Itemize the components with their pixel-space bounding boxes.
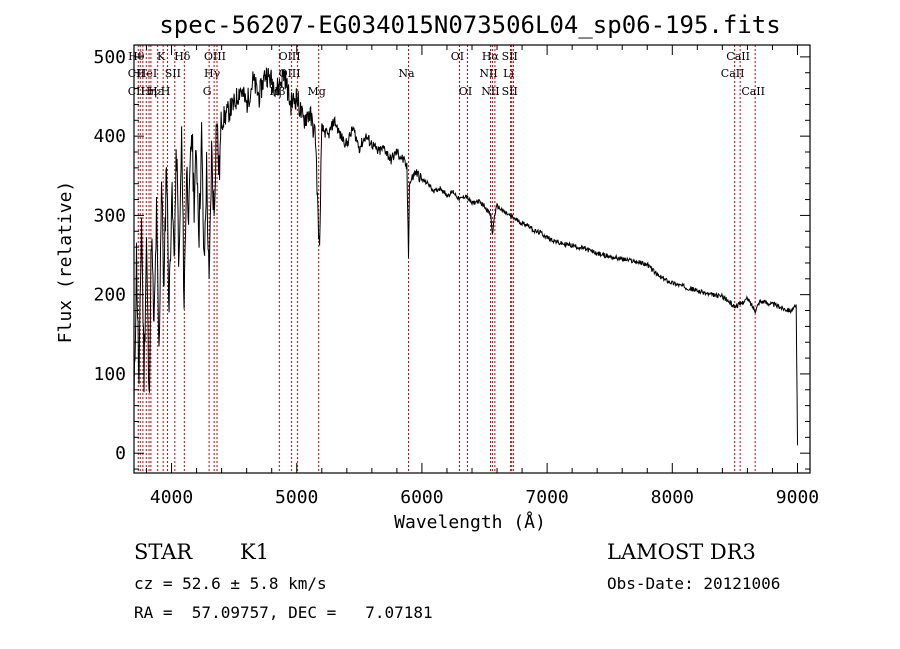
spectral-line-label: OI	[451, 50, 464, 63]
y-tick-label: 0	[115, 443, 126, 464]
x-tick-label: 9000	[776, 487, 819, 508]
spectral-line-label: NII	[481, 85, 499, 98]
spectral-line-label: Hδ	[174, 50, 191, 63]
redshift-cz: cz = 52.6 ± 5.8 km/s	[134, 574, 327, 593]
x-tick-label: 5000	[275, 487, 318, 508]
ra-dec-coordinates: RA = 57.09757, DEC = 7.07181	[134, 603, 433, 622]
y-tick-label: 100	[93, 364, 126, 385]
spectral-line-label: Hη	[141, 85, 157, 98]
spectral-line-label: CaII	[741, 85, 765, 98]
flux-series-line	[133, 67, 798, 446]
spectral-line-label: Li	[503, 67, 514, 80]
spectral-line-label: CaII	[721, 67, 745, 80]
x-tick-label: 8000	[651, 487, 694, 508]
spectral-line-label: NII	[479, 67, 497, 80]
y-axis-label: Flux (relative)	[55, 181, 76, 344]
x-tick-label: 4000	[150, 487, 193, 508]
object-class: STAR	[134, 540, 193, 564]
y-tick-label: 500	[93, 47, 126, 68]
spectral-line-label: Hγ	[204, 67, 221, 80]
spectral-line-label: CaII	[726, 50, 750, 63]
spectral-line-label: Hε	[148, 85, 164, 98]
spectral-line-label: SII	[165, 67, 181, 80]
spectral-line-label: OIII	[204, 50, 226, 63]
spectral-lines-layer: HθCIICIIHeIHηHεKHSIIHδGHγOIIIHβOIIIOIIIM…	[128, 45, 765, 473]
spectral-line-label: OI	[459, 85, 472, 98]
spectral-line-label: K	[157, 50, 166, 63]
axis-ticks-layer: 4000 5000 6000 7000 8000 9000 0 100 200 300 400 500	[93, 45, 819, 508]
spectral-line-label: Hα	[482, 50, 500, 63]
spectral-line-label: G	[203, 85, 212, 98]
y-tick-label: 200	[93, 285, 126, 306]
spectral-line-label: SII	[502, 85, 518, 98]
spectral-line-label: OIII	[279, 50, 301, 63]
object-subclass: K1	[240, 540, 270, 564]
chart-title: spec-56207-EG034015N073506L04_sp06-195.f…	[159, 11, 780, 39]
y-tick-label: 400	[93, 126, 126, 147]
spectral-line-label: HeI	[137, 67, 157, 80]
x-axis-label: Wavelength (Å)	[394, 511, 546, 533]
y-tick-label: 300	[93, 205, 126, 226]
x-tick-label: 7000	[525, 487, 568, 508]
spectral-line-label: SII	[502, 50, 518, 63]
x-tick-label: 6000	[400, 487, 443, 508]
plot-frame	[133, 44, 811, 474]
survey-name: LAMOST DR3	[607, 540, 756, 564]
spectral-line-label: H	[161, 85, 171, 98]
observation-date: Obs-Date: 20121006	[607, 574, 781, 593]
spectral-line-label: Mg	[307, 85, 325, 98]
spectral-line-label: Na	[398, 67, 415, 80]
